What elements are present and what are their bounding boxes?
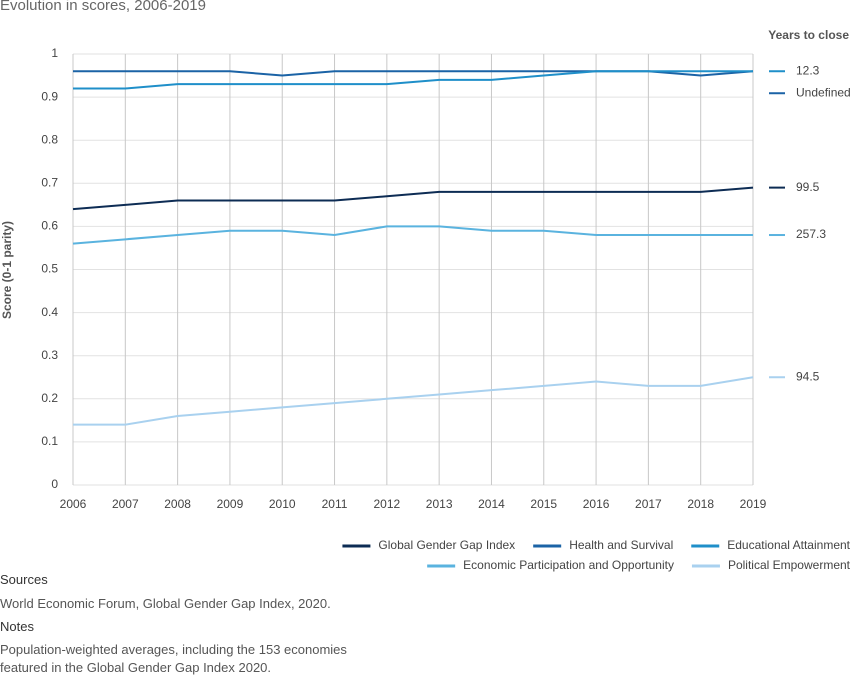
x-tick-label: 2010	[269, 497, 296, 511]
sources: World Economic Forum, Global Gender Gap …	[0, 596, 331, 611]
y-tick-label: 0.4	[41, 305, 58, 319]
line	[73, 70, 753, 90]
legend-label: Health and Survival	[569, 538, 673, 552]
y-axis-label: Score (0-1 parity)	[0, 221, 14, 319]
x-tick-label: 2017	[635, 497, 662, 511]
y-tick-label: 0.2	[41, 391, 58, 405]
x-tick-label: 2015	[530, 497, 557, 511]
x-tick-label: 2009	[217, 497, 244, 511]
y-tick-label: 1	[51, 46, 58, 60]
sources-heading: Sources	[0, 572, 48, 587]
x-tick-label: 2016	[583, 497, 610, 511]
x-tick-label: 2011	[322, 497, 348, 511]
y-tick-label: 0.3	[41, 348, 58, 362]
years-to-close: 12.3	[796, 63, 820, 77]
years-to-close: Undefined	[796, 85, 850, 99]
notes: Population-weighted averages, including …	[0, 642, 347, 675]
years-to-close: 94.5	[796, 369, 820, 383]
notes-heading: Notes	[0, 619, 34, 634]
chart: Evolution in scores, 2006-2019 Years to …	[0, 0, 850, 572]
y-tick-label: 0	[51, 477, 58, 491]
line	[73, 376, 754, 426]
y-tick-label: 0.9	[41, 89, 58, 103]
legend-label: Global Gender Gap Index	[378, 538, 515, 552]
x-tick-label: 2014	[478, 497, 505, 511]
chart-title: Evolution in scores, 2006-2019	[0, 0, 206, 14]
legend-label: Economic Participation and Opportunity	[463, 558, 674, 572]
x-tick-label: 2019	[740, 497, 767, 511]
y-tick-label: 0.8	[41, 132, 58, 146]
y-tick-label: 0.6	[41, 219, 58, 233]
y-tick-label: 0.7	[41, 175, 58, 189]
y-tick-label: 0.1	[41, 434, 58, 448]
line	[72, 225, 753, 245]
x-tick-label: 2018	[687, 497, 714, 511]
legend-label: Political Empowerment	[728, 558, 850, 572]
y-tick-label: 0.5	[41, 262, 58, 276]
years-to-close: 257.3	[796, 227, 826, 241]
x-tick-label: 2008	[164, 497, 191, 511]
legend-label: Educational Attainment	[727, 538, 850, 552]
x-tick-label: 2007	[112, 497, 139, 511]
x-tick-label: 2013	[426, 497, 453, 511]
years-to-close: 99.5	[796, 180, 820, 194]
side-heading: Years to close	[768, 28, 849, 42]
line	[72, 186, 754, 211]
x-tick-label: 2006	[60, 497, 87, 511]
x-tick-label: 2012	[373, 497, 400, 511]
